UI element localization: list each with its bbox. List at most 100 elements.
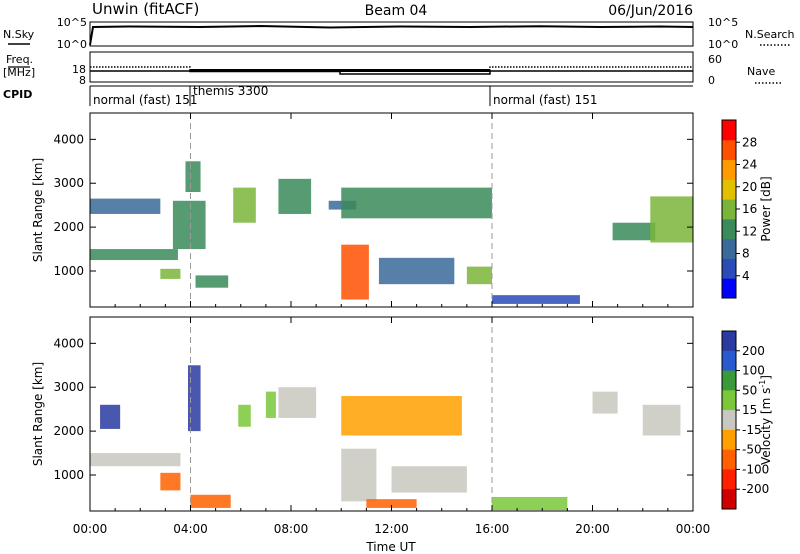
velocity-heatmap [90,317,681,511]
power-colorbar-segment [722,139,736,161]
power-heatmap [90,113,693,307]
power-region [466,266,492,285]
power-axis: 4000 3000 2000 1000 [53,113,694,307]
velocity-colorbar-segment [722,390,736,411]
power-colorbar-tick-label: 28 [742,135,757,149]
date-title: 06/Jun/2016 [608,3,693,19]
power-colorbar-segment [722,258,736,279]
nave-thick-segment [190,69,490,72]
velocity-region [160,472,181,491]
nave-tick-bottom: 0 [708,74,715,87]
freq-label: Freq. [6,53,33,66]
velocity-colorbar-label-main: Velocity [m s [759,388,773,465]
velocity-y-tick-label: 4000 [53,336,84,350]
velocity-region [492,496,568,511]
velocity-colorbar: 200 100 50 15 -15 -50 -100 -200 [722,331,769,510]
velocity-region [90,453,181,467]
power-region [160,268,181,279]
velocity-region [341,396,462,436]
power-colorbar-tick-label: 20 [742,180,757,194]
cpid-mode-3: normal (fast) 151 [493,93,597,107]
velocity-colorbar-label-sup: -1 [758,380,767,388]
velocity-region [391,466,467,493]
nsearch-tick-top: 10^5 [708,16,738,29]
power-colorbar: 28 24 20 16 12 8 4 [722,120,757,299]
nsky-tick-bottom: 10^0 [57,38,87,51]
velocity-colorbar-tick-label: 200 [742,344,765,358]
velocity-colorbar-tick-label: 50 [742,383,757,397]
power-region [90,249,178,261]
power-colorbar-segment [722,218,736,240]
freq-tick-top: 18 [72,63,86,76]
power-colorbar-segment [722,120,736,141]
power-ylabel: Slant Range [km] [31,158,45,262]
power-y-tick-label: 4000 [53,132,84,146]
nsearch-tick-bottom: 10^0 [708,38,738,51]
power-colorbar-segment [722,199,736,220]
velocity-region [100,404,121,429]
power-y-tick-label: 2000 [53,220,84,234]
nsky-tick-top: 10^5 [57,16,87,29]
power-region [233,187,256,223]
nsearch-label: N.Search [745,28,795,41]
velocity-colorbar-tick-label: -100 [742,462,769,476]
velocity-colorbar-segment [722,469,736,490]
velocity-colorbar-label-close: ] [759,375,773,380]
velocity-colorbar-segment [722,331,736,352]
x-tick-label: 00:00 [676,522,711,536]
velocity-region [190,494,231,508]
power-colorbar-frame [721,119,737,299]
velocity-region [341,448,377,502]
velocity-region [278,387,317,418]
velocity-region [366,499,417,508]
velocity-ylabel: Slant Range [km] [31,362,45,466]
cpid-mode-1: normal (fast) 151 [93,93,197,107]
velocity-y-tick-label: 2000 [53,424,84,438]
velocity-region [187,365,201,432]
nsky-trace [89,24,694,46]
x-tick-label: 20:00 [575,522,610,536]
velocity-y-tick-label: 3000 [53,380,84,394]
x-tick-label: 00:00 [73,522,108,536]
velocity-axis: 00:00 04:00 08:00 12:00 16:00 20:00 00:00 4000 3… [53,317,710,536]
velocity-region [592,391,618,414]
cpid-mode-2: themis 3300 [193,84,268,98]
x-axis-title: Time UT [365,540,416,554]
power-colorbar-segment [722,179,736,200]
velocity-colorbar-tick-label: -200 [742,482,769,496]
power-colorbar-tick-label: 24 [742,158,757,172]
power-region [278,178,312,214]
x-tick-label: 04:00 [173,522,208,536]
nsky-label: N.Sky [3,28,35,41]
velocity-region [238,404,251,427]
power-region [90,198,161,214]
x-tick-label: 08:00 [274,522,309,536]
power-colorbar-segment [722,238,736,259]
power-y-tick-label: 1000 [53,264,84,278]
velocity-y-tick-label: 1000 [53,468,84,482]
freq-tick-bottom: 8 [79,74,86,87]
power-colorbar-segment [722,159,736,180]
power-region [378,257,455,285]
velocity-colorbar-frame [721,330,737,510]
velocity-colorbar-tick-label: 100 [742,364,765,378]
x-tick-label: 12:00 [374,522,409,536]
power-y-tick-label: 3000 [53,176,84,190]
power-region [341,187,492,219]
velocity-region [642,404,681,436]
nsky-panel [89,21,694,47]
x-tick-label: 16:00 [475,522,510,536]
velocity-colorbar-tick-label: 15 [742,403,757,417]
power-colorbar-segment [722,278,736,299]
velocity-colorbar-segment [722,429,736,451]
power-colorbar-tick-label: 8 [742,247,750,261]
velocity-colorbar-tick-label: -50 [742,443,762,457]
power-region [195,275,229,288]
velocity-colorbar-label: Velocity [m s-1] [758,375,773,465]
power-colorbar-tick-label: 4 [742,269,750,283]
power-colorbar-tick-label: 16 [742,202,757,216]
power-region [341,244,369,300]
velocity-region [265,391,276,418]
power-region [612,222,656,241]
